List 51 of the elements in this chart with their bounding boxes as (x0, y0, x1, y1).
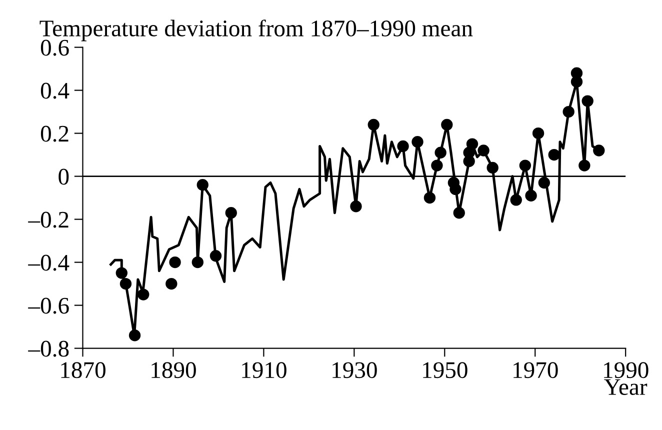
point (510, 194, 522, 206)
x-tick-label: 1990 (604, 362, 648, 378)
point (431, 160, 443, 172)
point (210, 250, 222, 262)
point (397, 140, 409, 152)
point (434, 146, 446, 158)
point (532, 127, 544, 140)
point (578, 160, 590, 172)
point (350, 200, 362, 212)
y-tick-label: 0 (58, 168, 69, 185)
point (486, 162, 498, 174)
point (196, 179, 208, 191)
point (525, 190, 537, 202)
point (538, 176, 550, 189)
point (453, 207, 465, 219)
point (562, 106, 574, 118)
y-tick-label: –0.8 (28, 340, 69, 357)
y-tick-label: 0.2 (40, 126, 68, 142)
point (570, 76, 583, 88)
point (368, 118, 380, 131)
point (593, 144, 605, 156)
point (120, 278, 132, 290)
point (582, 95, 594, 107)
y-tick-label: 0.4 (40, 82, 70, 99)
point (138, 288, 150, 300)
point (424, 192, 436, 204)
point (548, 148, 560, 161)
chart-title: Temperature deviation from 1870–1990 mean (40, 20, 473, 42)
point (128, 330, 141, 342)
x-tick-label: 1930 (332, 362, 377, 378)
x-tick-label: 1950 (423, 362, 468, 378)
point (450, 183, 462, 196)
y-tick-label: –0.2 (28, 212, 68, 228)
x-tick-label: 1970 (514, 362, 558, 378)
point (441, 118, 453, 131)
x-tick-label: 1870 (61, 362, 106, 378)
y-tick-label: 0.6 (40, 40, 69, 56)
point (192, 256, 204, 268)
point (412, 136, 424, 148)
x-tick-label: 1910 (242, 362, 286, 378)
point (225, 207, 237, 219)
x-tick-label: 1890 (152, 362, 196, 378)
point (519, 160, 532, 172)
point (478, 144, 490, 156)
y-tick-label: –0.4 (28, 254, 70, 271)
point (169, 256, 181, 268)
x-axis-title: Year (604, 379, 648, 396)
point (466, 138, 478, 150)
y-tick-label: –0.6 (28, 298, 69, 314)
point (166, 278, 178, 290)
point (116, 267, 128, 279)
